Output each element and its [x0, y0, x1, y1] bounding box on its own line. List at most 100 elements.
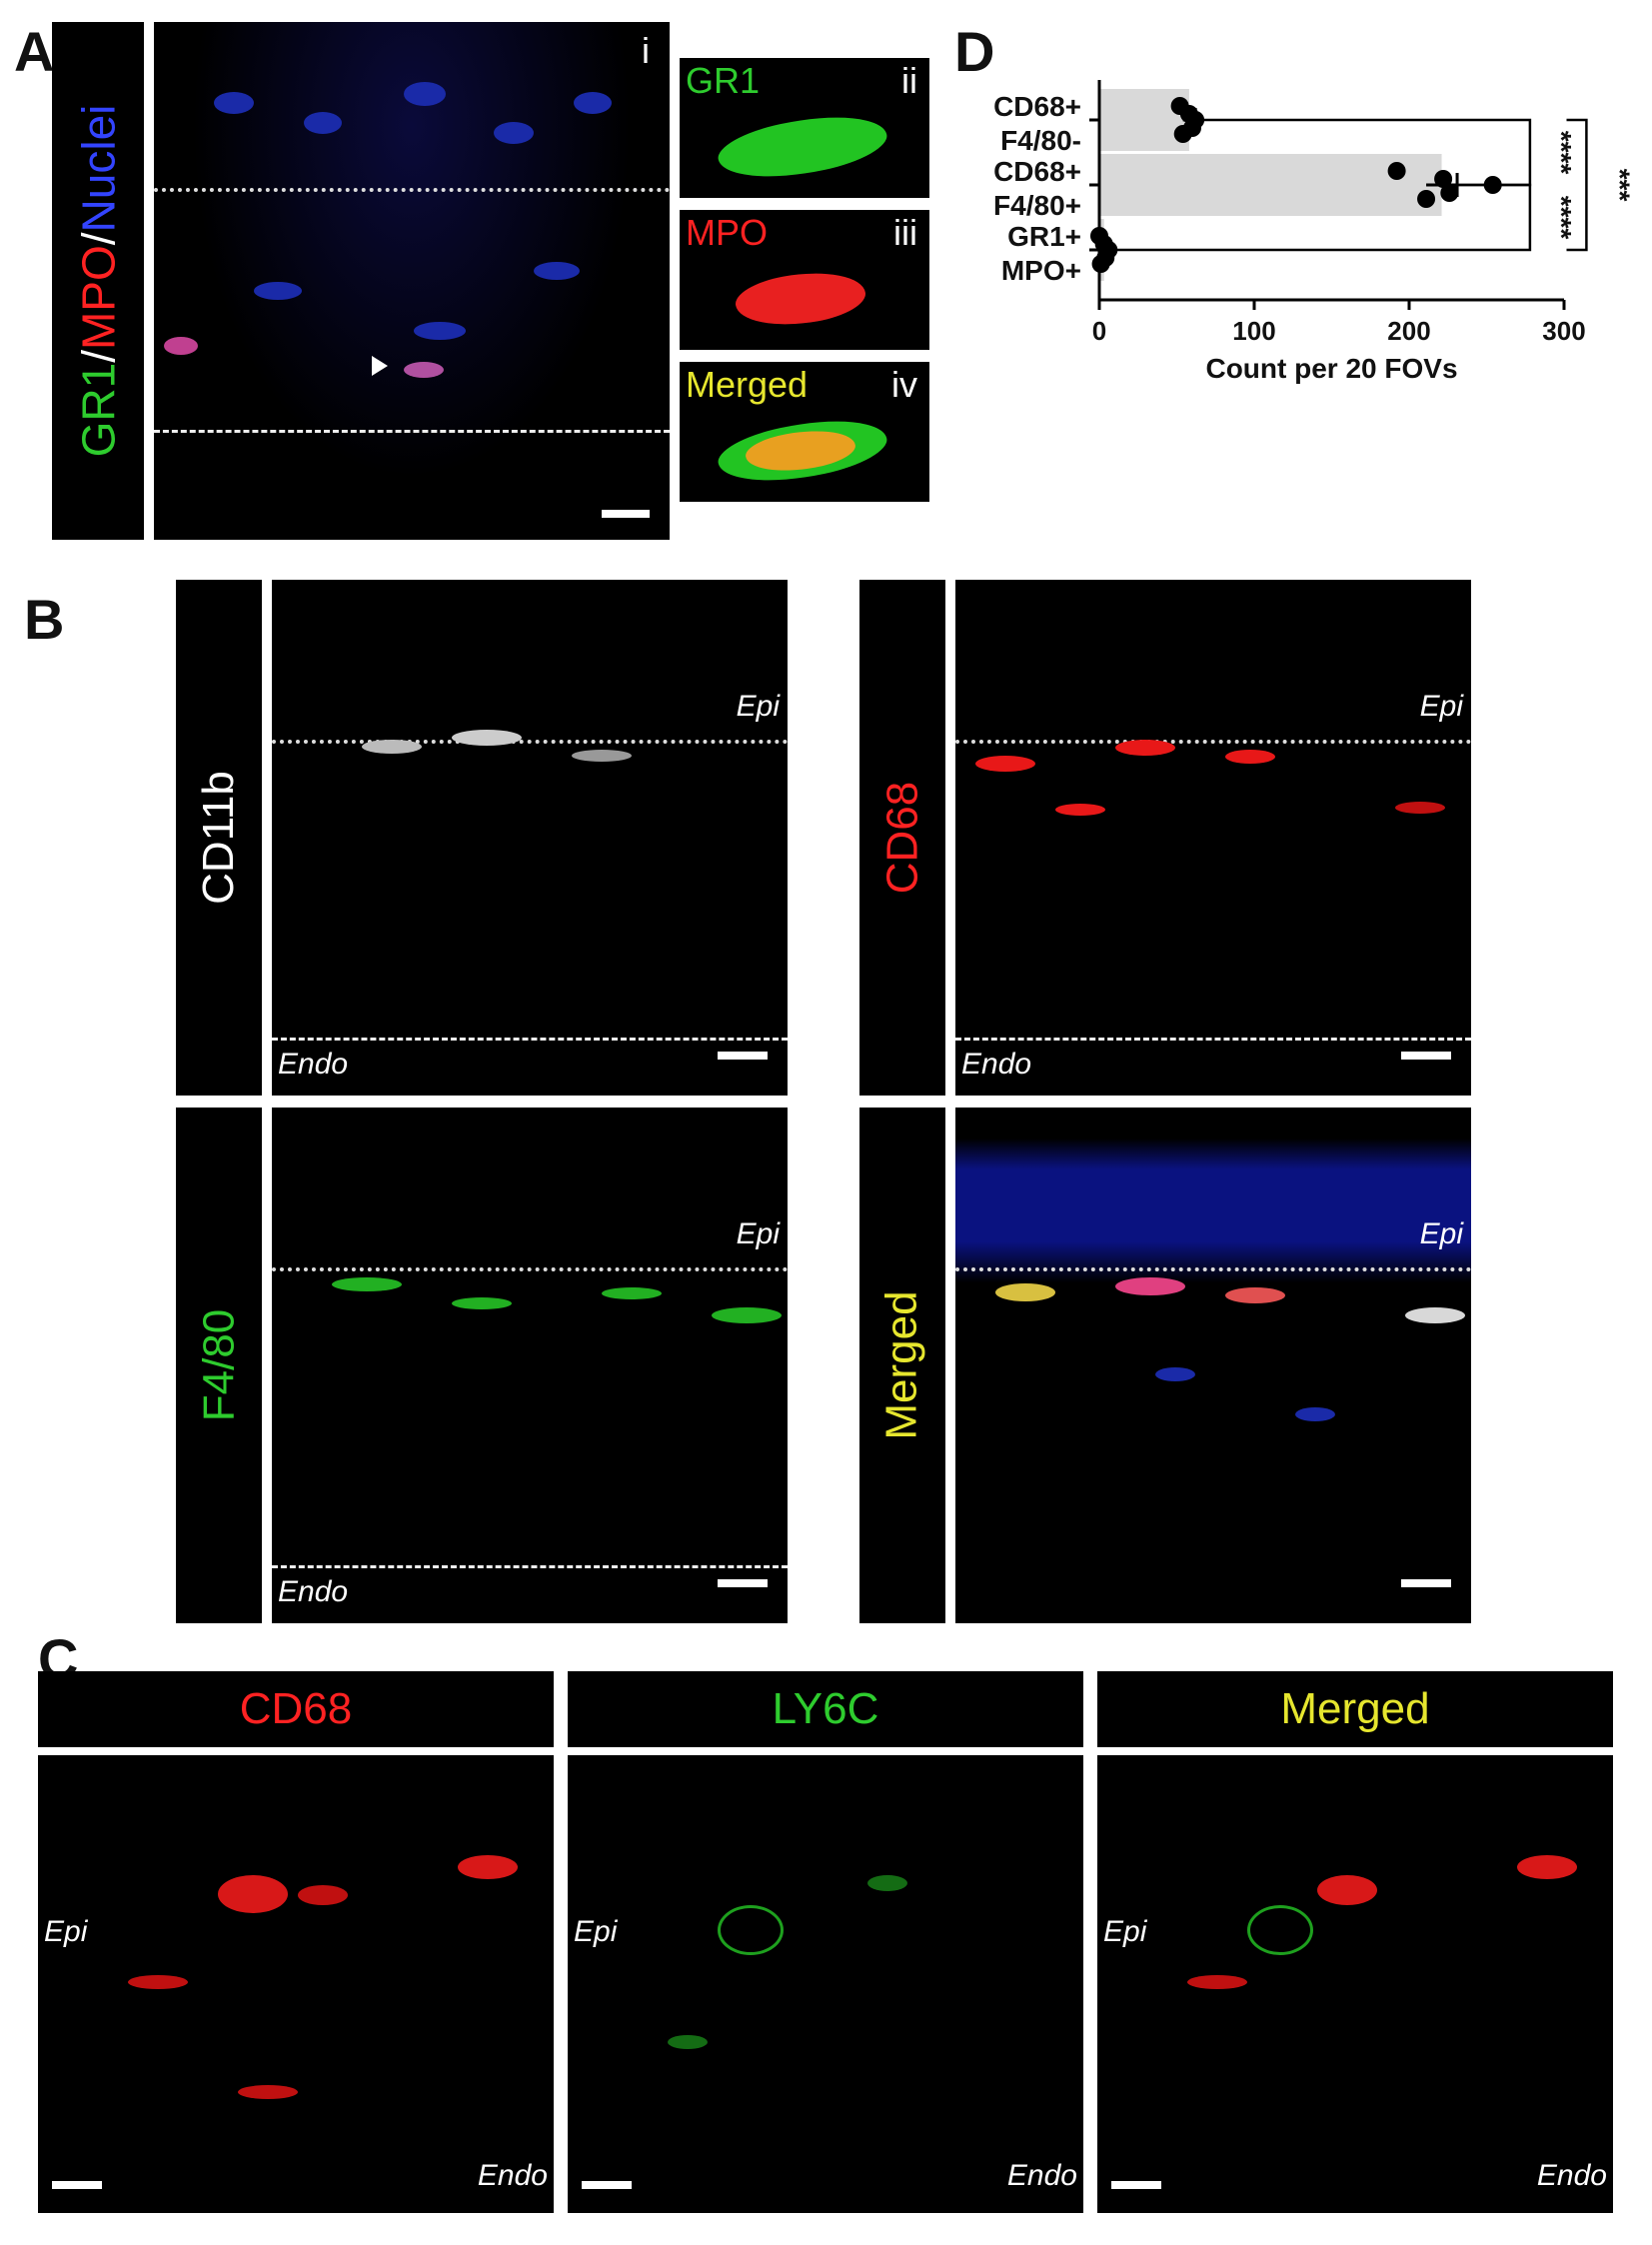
merged-cell [1225, 1287, 1285, 1303]
endo-label: Endo [1006, 2159, 1077, 2192]
sig-bracket-1-label: **** [1546, 131, 1577, 175]
panel-letter-a: A [14, 20, 55, 83]
c-label-merged: Merged [1097, 1671, 1613, 1747]
epi-label: Epi [1419, 690, 1463, 723]
panel-a-main-image: i [154, 22, 670, 540]
panel-numeral: i [642, 30, 650, 71]
endo-label: Endo [1536, 2159, 1607, 2192]
merged-cell [1405, 1307, 1465, 1323]
cd68-cell [238, 2085, 298, 2099]
cd68-cell [218, 1875, 288, 1913]
inset-label: GR1 [686, 60, 761, 101]
f480-cell [712, 1307, 782, 1323]
c-image-cd68: Epi Endo [38, 1755, 554, 2213]
data-point [1440, 184, 1459, 202]
epi-label: Epi [1419, 1217, 1463, 1250]
sig-bracket-3-label: *** [1604, 169, 1635, 202]
ly6c-cell [668, 2035, 708, 2049]
cd68-cell [298, 1885, 348, 1905]
scale-bar [602, 510, 650, 518]
b-image-cd11b: Epi Endo [272, 580, 788, 1096]
c-label-ly6c: LY6C [568, 1671, 1083, 1747]
panel-a-channel-label: GR1/MPO/Nuclei [52, 22, 144, 540]
cd11b-cell [572, 750, 632, 762]
positive-cell [164, 337, 198, 355]
endo-boundary [272, 1038, 788, 1041]
category-label: MPO+ [1001, 255, 1081, 286]
bar-1 [1099, 154, 1442, 216]
nuclei-label: Nuclei [72, 104, 125, 233]
cd68-cell [1225, 750, 1275, 764]
cd68-cell [458, 1855, 518, 1879]
slash-1: / [72, 350, 125, 363]
cd68-cell [975, 756, 1035, 772]
inset-label: MPO [686, 212, 769, 253]
merged-cell [1247, 1905, 1313, 1955]
nucleus [1155, 1367, 1195, 1381]
c-image-merged: Epi Endo [1097, 1755, 1613, 2213]
nucleus [414, 322, 466, 340]
panel-letter-d: D [954, 20, 995, 83]
epi-label: Epi [736, 690, 780, 723]
data-point [1387, 162, 1406, 180]
endo-boundary [955, 1038, 1471, 1041]
nucleus [534, 262, 580, 280]
c-label-cd68: CD68 [38, 1671, 554, 1747]
inset-label: Merged [686, 364, 809, 405]
positive-cell [404, 362, 444, 378]
x-tick-label: 200 [1387, 316, 1430, 346]
arrowhead-icon [372, 356, 388, 376]
gr1-label: GR1 [72, 362, 125, 458]
sig-bracket-2 [1113, 183, 1532, 252]
nucleus [214, 92, 254, 114]
inset-numeral: iii [893, 212, 917, 253]
scale-bar [1111, 2181, 1161, 2189]
panel-a-inset-gr1: GR1 ii [680, 58, 929, 198]
merged-cell [1517, 1855, 1577, 1879]
x-axis-label: Count per 20 FOVs [1205, 353, 1457, 384]
category-label: CD68+ [993, 91, 1081, 122]
endo-label: Endo [278, 1048, 349, 1081]
b-label-merged: Merged [859, 1108, 945, 1623]
category-label: GR1+ [1007, 221, 1081, 252]
mpo-signal [732, 263, 869, 335]
endo-label: Endo [278, 1575, 349, 1608]
nucleus [494, 122, 534, 144]
endo-label: Endo [961, 1048, 1032, 1081]
cd11b-cell [362, 740, 422, 754]
epi-boundary [955, 1267, 1471, 1271]
endo-boundary [154, 430, 670, 433]
merged-cell [1115, 1277, 1185, 1295]
merged-cell [1187, 1975, 1247, 1989]
x-tick-label: 0 [1092, 316, 1106, 346]
scale-bar [718, 1579, 768, 1587]
x-tick-label: 100 [1232, 316, 1275, 346]
f480-cell [602, 1287, 662, 1299]
x-tick-label: 300 [1542, 316, 1585, 346]
cd11b-cell [452, 730, 522, 746]
b-image-merged: Epi [955, 1108, 1471, 1623]
f480-cell [332, 1277, 402, 1291]
epi-label: Epi [1103, 1915, 1147, 1948]
gr1-signal [714, 102, 891, 192]
cd68-cell [128, 1975, 188, 1989]
category-label: F4/80+ [993, 190, 1081, 221]
category-label: CD68+ [993, 156, 1081, 187]
nucleus [254, 282, 302, 300]
inset-numeral: ii [901, 60, 917, 101]
scale-bar [1401, 1052, 1451, 1060]
epi-label: Epi [736, 1217, 780, 1250]
ly6c-cell [718, 1905, 784, 1955]
slash-2: / [72, 232, 125, 246]
epi-boundary [955, 740, 1471, 744]
scale-bar [718, 1052, 768, 1060]
epi-boundary [272, 1267, 788, 1271]
b-label-cd68: CD68 [859, 580, 945, 1096]
nucleus [404, 82, 446, 106]
category-label: F4/80- [1000, 125, 1081, 156]
panel-letter-b: B [24, 588, 65, 651]
merged-cell [995, 1283, 1055, 1301]
inset-numeral: iv [891, 364, 917, 405]
epi-boundary [154, 188, 670, 192]
mpo-label: MPO [72, 245, 125, 351]
